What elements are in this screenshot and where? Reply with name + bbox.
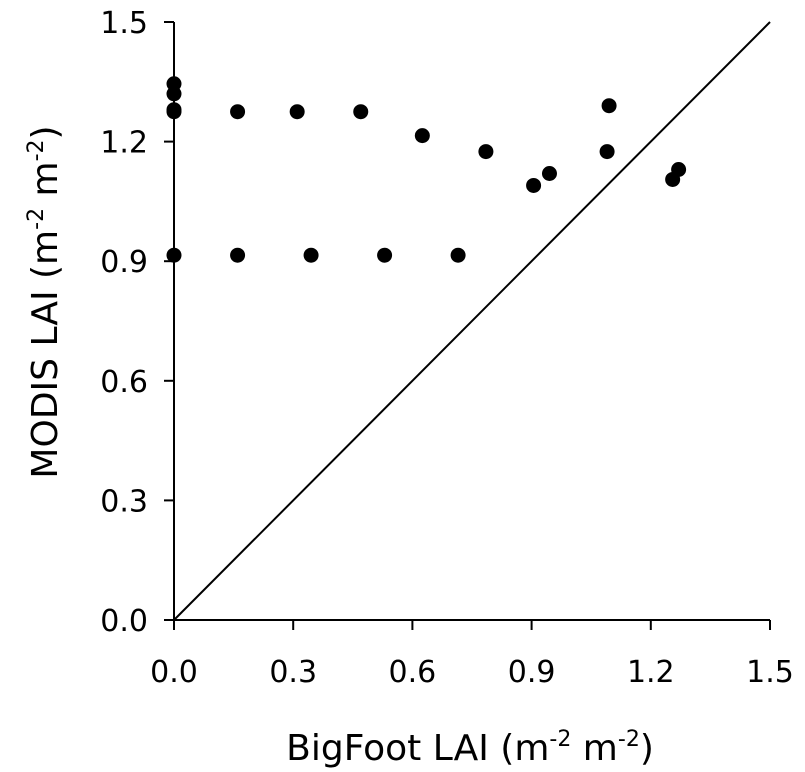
y-tick-label: 0.6 [100, 365, 148, 400]
y-tick-label: 0.3 [100, 484, 148, 519]
reference-line-group [173, 21, 771, 621]
data-point [526, 177, 542, 193]
data-point [599, 144, 615, 160]
one-to-one-line [173, 21, 771, 621]
data-point [541, 165, 557, 181]
data-point [166, 247, 182, 263]
data-point [671, 162, 687, 178]
data-point [478, 144, 494, 160]
x-tick-label: 0.3 [269, 655, 317, 690]
x-tick-label: 0.9 [508, 655, 556, 690]
data-points [166, 76, 687, 263]
y-tick-label: 1.5 [100, 6, 148, 41]
y-tick-label: 1.2 [100, 126, 148, 161]
y-tick-label: 0.9 [100, 245, 148, 280]
y-tick-labels: 0.0 0.3 0.6 0.9 1.2 1.5 [100, 6, 148, 639]
data-point [414, 128, 430, 144]
data-point [289, 104, 305, 120]
x-tick-label: 1.2 [627, 655, 675, 690]
data-point [166, 86, 182, 102]
data-point [166, 104, 182, 120]
y-axis-title: MODIS LAI (m-2 m-2) [24, 125, 66, 478]
data-point [353, 104, 369, 120]
data-point [377, 247, 393, 263]
tick-marks [164, 21, 771, 630]
y-tick-label: 0.0 [100, 604, 148, 639]
data-point [601, 98, 617, 114]
x-tick-label: 0.6 [389, 655, 437, 690]
data-point [230, 247, 246, 263]
data-point [230, 104, 246, 120]
x-tick-label: 0.0 [150, 655, 198, 690]
x-tick-labels: 0.0 0.3 0.6 0.9 1.2 1.5 [150, 655, 794, 690]
x-tick-label: 1.5 [746, 655, 794, 690]
data-point [450, 247, 466, 263]
data-point [303, 247, 319, 263]
axes [173, 22, 770, 621]
x-axis-title: BigFoot LAI (m-2 m-2) [286, 727, 654, 769]
